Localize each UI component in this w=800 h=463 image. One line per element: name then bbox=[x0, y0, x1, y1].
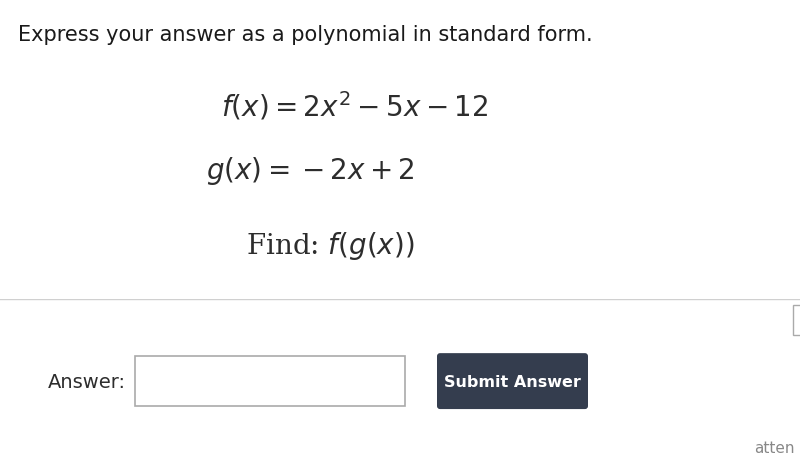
Text: atten: atten bbox=[754, 440, 795, 455]
Text: Express your answer as a polynomial in standard form.: Express your answer as a polynomial in s… bbox=[18, 25, 593, 45]
FancyBboxPatch shape bbox=[135, 357, 405, 406]
FancyBboxPatch shape bbox=[437, 353, 588, 409]
Text: $f(x) = 2x^2 - 5x - 12$: $f(x) = 2x^2 - 5x - 12$ bbox=[222, 90, 489, 123]
Text: $g(x) = -2x + 2$: $g(x) = -2x + 2$ bbox=[206, 155, 414, 187]
Text: Submit Answer: Submit Answer bbox=[443, 374, 581, 389]
FancyBboxPatch shape bbox=[793, 306, 800, 335]
Text: Find: $f(g(x))$: Find: $f(g(x))$ bbox=[246, 230, 414, 262]
Text: Answer:: Answer: bbox=[48, 372, 126, 391]
